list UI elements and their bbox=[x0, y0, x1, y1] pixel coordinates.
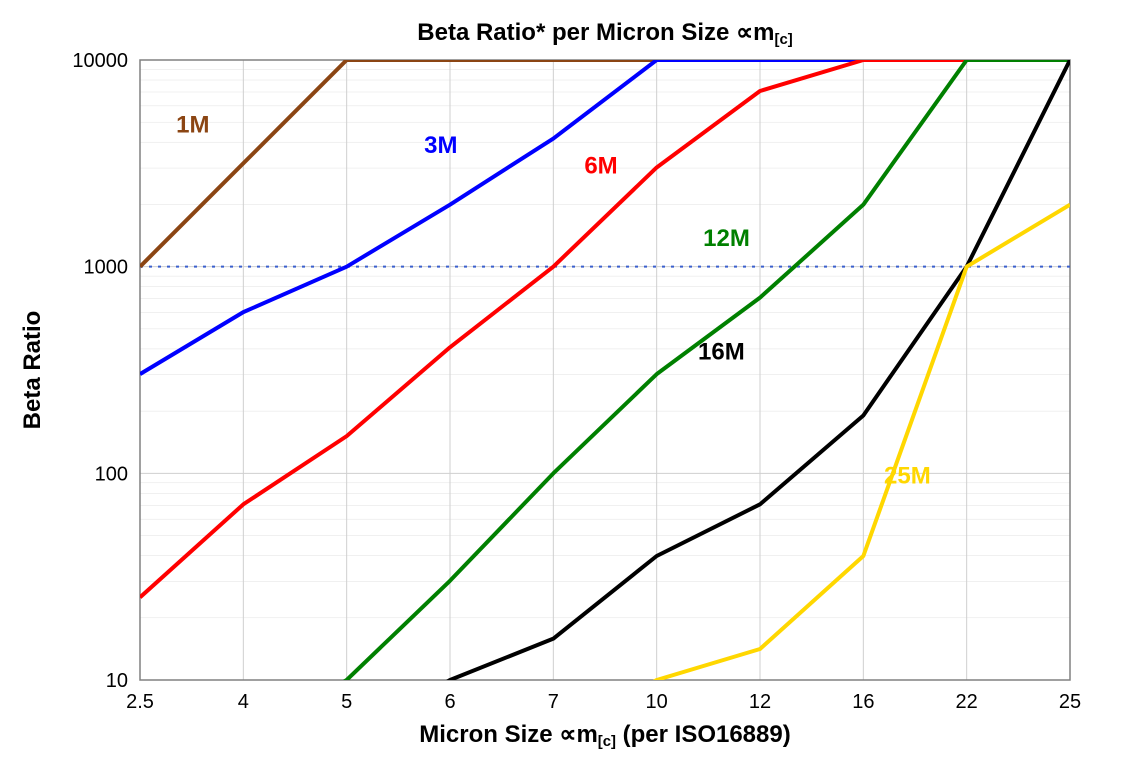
series-label-25M: 25M bbox=[884, 463, 931, 490]
chart-svg: 1M 3M 6M 12M 16M 25M 2.5 4 5 6 7 10 12 16 22 25 10 100 100… bbox=[0, 0, 1136, 784]
series-label-12M: 12M bbox=[703, 225, 750, 252]
x-tick-label: 5 bbox=[341, 691, 352, 713]
y-tick-label: 10000 bbox=[72, 50, 128, 72]
chart-title: Beta Ratio* per Micron Size ∝m[c] bbox=[417, 19, 792, 48]
x-tick-label: 16 bbox=[852, 691, 874, 713]
x-tick-label: 6 bbox=[444, 691, 455, 713]
series-label-3M: 3M bbox=[424, 132, 457, 159]
x-tick-label: 10 bbox=[646, 691, 668, 713]
y-tick-label: 100 bbox=[95, 463, 128, 485]
series-label-16M: 16M bbox=[698, 339, 745, 366]
x-tick-label: 4 bbox=[238, 691, 249, 713]
x-tick-label: 22 bbox=[956, 691, 978, 713]
y-axis-label: Beta Ratio bbox=[19, 311, 46, 430]
x-tick-label: 7 bbox=[548, 691, 559, 713]
y-tick-label: 1000 bbox=[84, 257, 129, 279]
y-tick-label: 10 bbox=[106, 670, 128, 692]
x-tick-label: 12 bbox=[749, 691, 771, 713]
series-label-6M: 6M bbox=[584, 153, 617, 180]
x-tick-label: 25 bbox=[1059, 691, 1081, 713]
series-label-1M: 1M bbox=[176, 111, 209, 138]
beta-ratio-chart: 1M 3M 6M 12M 16M 25M 2.5 4 5 6 7 10 12 16 22 25 10 100 100… bbox=[0, 0, 1136, 784]
x-tick-label: 2.5 bbox=[126, 691, 154, 713]
